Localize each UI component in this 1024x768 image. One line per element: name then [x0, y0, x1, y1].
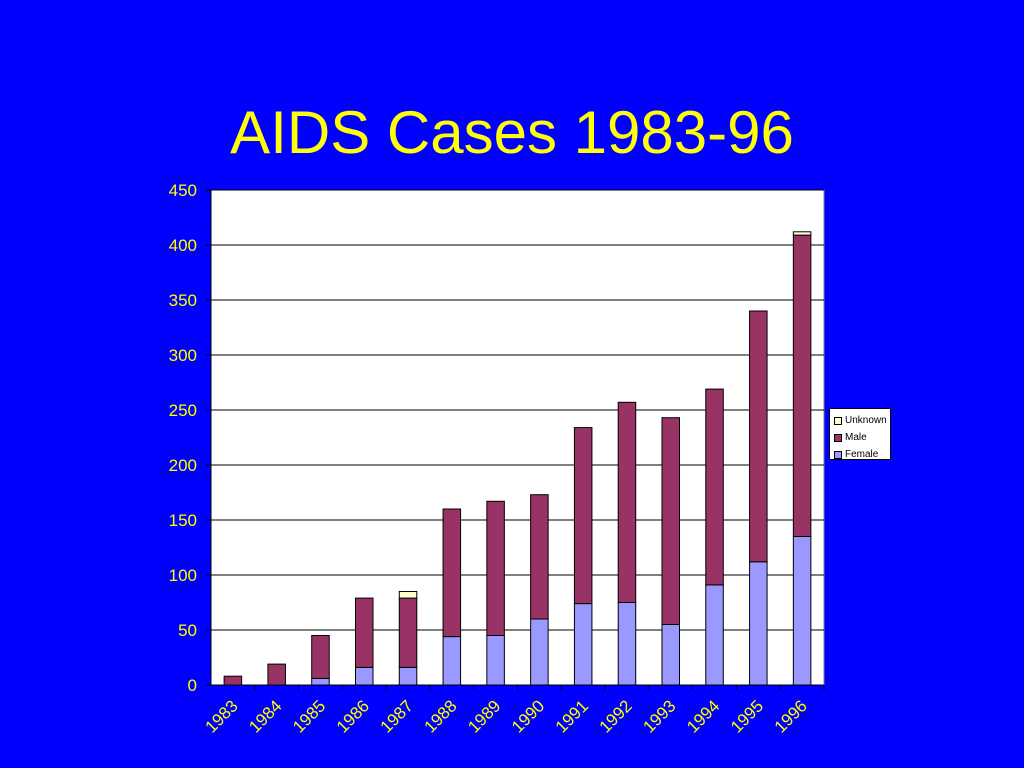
- y-tick-label: 250: [169, 401, 197, 420]
- x-tick-label: 1986: [333, 696, 373, 736]
- bar-female-1986: [354, 666, 374, 686]
- legend-label-male: Male: [845, 432, 867, 443]
- bar-unknown-1996: [792, 231, 812, 236]
- x-tick-label: 1995: [727, 696, 767, 736]
- bar-male-1995: [749, 310, 768, 563]
- bar-male-1988: [442, 508, 462, 638]
- bar-male-1991: [573, 427, 593, 605]
- x-tick-label: 1989: [464, 696, 504, 736]
- x-tick-label: 1984: [245, 696, 285, 736]
- bar-male-1984: [267, 663, 286, 686]
- x-tick-label: 1990: [508, 696, 548, 736]
- plot-area: [210, 189, 825, 686]
- x-tick-label: 1991: [552, 696, 592, 736]
- bar-male-1985: [311, 635, 330, 679]
- bar-male-1992: [617, 401, 637, 603]
- x-tick-label: 1987: [377, 696, 417, 736]
- y-tick-label: 350: [169, 291, 197, 310]
- bar-female-1993: [661, 624, 681, 686]
- bar-male-1990: [530, 494, 549, 620]
- bar-female-1990: [530, 618, 549, 686]
- bar-male-1996: [792, 234, 812, 537]
- x-tick-label: 1993: [639, 696, 679, 736]
- bar-female-1995: [749, 561, 768, 686]
- y-tick-label: 300: [169, 346, 197, 365]
- bar-male-1994: [705, 388, 724, 586]
- legend-item-female: Female: [834, 446, 890, 463]
- legend-label-unknown: Unknown: [845, 415, 887, 426]
- legend-swatch-unknown: [834, 416, 842, 425]
- y-tick-label: 200: [169, 456, 197, 475]
- bar-female-1987: [398, 666, 418, 686]
- legend-item-unknown: Unknown: [834, 412, 890, 429]
- x-tick-label: 1992: [596, 696, 636, 736]
- bar-female-1991: [573, 603, 593, 686]
- x-tick-label: 1994: [683, 696, 723, 736]
- x-tick-label: 1988: [420, 696, 460, 736]
- bar-male-1993: [661, 417, 681, 626]
- bar-female-1985: [311, 677, 330, 686]
- bar-female-1989: [486, 635, 505, 686]
- y-tick-label: 400: [169, 236, 197, 255]
- bar-male-1986: [354, 597, 374, 668]
- y-tick-label: 50: [178, 621, 197, 640]
- legend-label-female: Female: [845, 449, 879, 460]
- bar-female-1992: [617, 602, 637, 686]
- y-tick-label: 0: [188, 676, 197, 695]
- x-tick-label: 1983: [202, 696, 242, 736]
- slide-title: AIDS Cases 1983-96: [230, 99, 794, 166]
- bar-male-1987: [398, 597, 418, 668]
- legend-swatch-male: [834, 433, 842, 442]
- bar-female-1988: [442, 636, 462, 686]
- bar-female-1994: [705, 584, 724, 686]
- y-tick-label: 450: [169, 181, 197, 200]
- bar-male-1983: [223, 675, 243, 686]
- chart-legend: Unknown Male Female: [829, 408, 891, 460]
- bar-female-1996: [792, 536, 812, 686]
- bar-male-1989: [486, 500, 505, 636]
- legend-swatch-female: [834, 450, 842, 459]
- x-tick-label: 1996: [771, 696, 811, 736]
- y-tick-label: 150: [169, 511, 197, 530]
- bar-unknown-1987: [398, 591, 418, 599]
- x-tick-label: 1985: [289, 696, 329, 736]
- legend-item-male: Male: [834, 429, 890, 446]
- y-tick-label: 100: [169, 566, 197, 585]
